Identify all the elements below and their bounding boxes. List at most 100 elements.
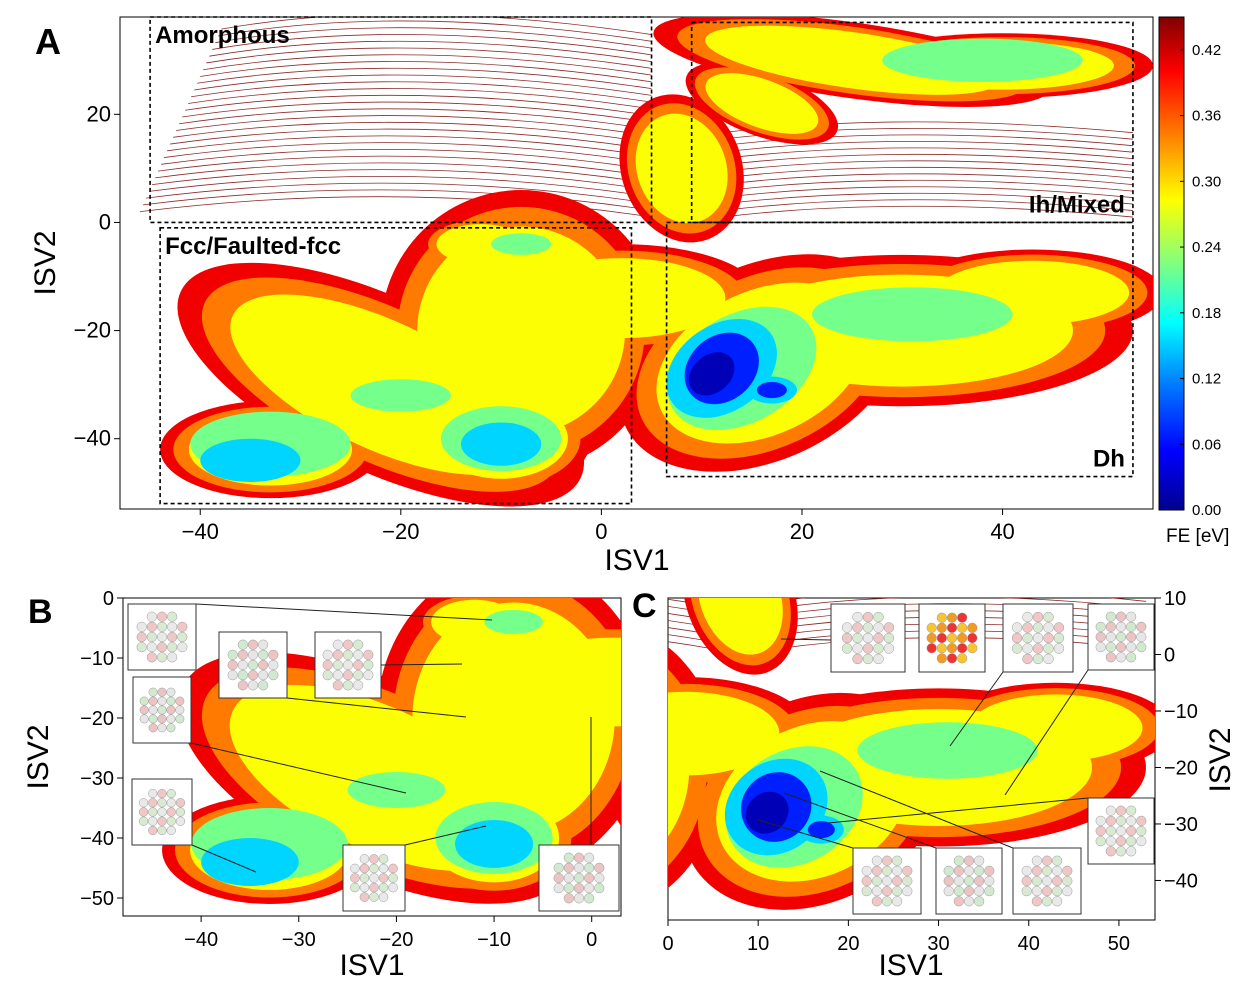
contour-line bbox=[721, 192, 1133, 205]
atom-icon bbox=[953, 855, 964, 866]
colorbar-tick-label: 0.24 bbox=[1192, 239, 1221, 256]
atom-icon bbox=[1115, 805, 1127, 816]
atom-icon bbox=[148, 714, 158, 724]
atom-icon bbox=[926, 643, 937, 654]
atom-icon bbox=[926, 632, 937, 644]
atom-icon bbox=[1043, 632, 1054, 644]
atom-icon bbox=[1136, 631, 1147, 643]
atom-icon bbox=[1053, 632, 1065, 644]
atom-icon bbox=[873, 643, 884, 654]
atom-icon bbox=[237, 649, 248, 660]
atom-icon bbox=[1053, 622, 1065, 633]
fe-level-region bbox=[431, 599, 518, 645]
atom-icon bbox=[1052, 896, 1063, 907]
atom-icon bbox=[1126, 642, 1137, 653]
contour-line bbox=[721, 166, 1133, 179]
atom-icon bbox=[1022, 611, 1033, 623]
atom-icon bbox=[1011, 632, 1023, 644]
atom-icon bbox=[1095, 631, 1106, 643]
contour-line bbox=[721, 186, 1133, 198]
fe-level-region bbox=[697, 598, 783, 655]
atom-icon bbox=[1126, 805, 1137, 816]
atom-icon bbox=[594, 883, 605, 894]
atom-icon bbox=[957, 622, 968, 633]
contour-line bbox=[152, 169, 652, 191]
y-tick-label: −10 bbox=[1164, 701, 1198, 723]
panel-a-surface bbox=[140, 17, 1153, 507]
atom-icon bbox=[1041, 886, 1053, 897]
atom-icon bbox=[157, 687, 167, 697]
colorbar-tick-label: 0.36 bbox=[1192, 108, 1221, 125]
atom-icon bbox=[227, 649, 238, 660]
atom-icon bbox=[157, 714, 167, 724]
x-tick-label: 0 bbox=[595, 519, 607, 544]
atom-icon bbox=[1021, 875, 1032, 887]
atom-icon bbox=[146, 631, 157, 643]
atom-icon bbox=[594, 872, 605, 884]
contour-line bbox=[209, 40, 652, 62]
atom-icon bbox=[936, 643, 947, 654]
atom-icon bbox=[563, 872, 574, 884]
atom-icon bbox=[157, 696, 167, 706]
atom-icon bbox=[388, 863, 398, 874]
atom-icon bbox=[881, 865, 893, 876]
fe-level-region bbox=[705, 73, 819, 134]
leader-line bbox=[1004, 669, 1089, 796]
atom-icon bbox=[156, 621, 168, 632]
atom-icon bbox=[1022, 653, 1033, 665]
atom-icon bbox=[138, 816, 149, 826]
atom-icon bbox=[1126, 846, 1137, 857]
atom-icon bbox=[166, 807, 176, 817]
atom-icon bbox=[943, 865, 954, 876]
contour-line bbox=[200, 61, 652, 83]
atom-icon bbox=[177, 621, 188, 632]
atom-icon bbox=[175, 705, 185, 715]
fe-level-region bbox=[882, 38, 1083, 82]
contour-line bbox=[185, 94, 652, 117]
atom-icon bbox=[553, 872, 564, 884]
atom-icon bbox=[1041, 875, 1053, 887]
atom-icon bbox=[862, 632, 874, 644]
y-tick-label: 0 bbox=[99, 209, 111, 234]
atom-icon bbox=[175, 816, 186, 826]
contour-line bbox=[158, 155, 652, 177]
contour-line bbox=[215, 27, 652, 49]
atom-icon bbox=[1032, 643, 1044, 654]
atom-icon bbox=[157, 705, 167, 715]
atom-icon bbox=[1126, 652, 1137, 663]
x-tick-label: 30 bbox=[927, 933, 949, 955]
contour-line bbox=[191, 81, 652, 103]
contour-line bbox=[182, 101, 652, 123]
atom-icon bbox=[573, 862, 585, 873]
contour-line bbox=[776, 598, 1147, 602]
x-tick-label: −10 bbox=[477, 929, 511, 951]
atom-icon bbox=[1105, 825, 1116, 837]
atom-icon bbox=[963, 896, 975, 907]
colorbar bbox=[1158, 16, 1185, 511]
atom-icon bbox=[1115, 846, 1127, 857]
atom-icon bbox=[902, 875, 913, 887]
atom-icon bbox=[166, 816, 176, 826]
atom-icon bbox=[1062, 875, 1073, 887]
atom-icon bbox=[156, 631, 168, 643]
atom-icon bbox=[350, 873, 360, 883]
panel-a-ylabel: ISV2 bbox=[29, 230, 62, 295]
atom-icon bbox=[156, 652, 168, 663]
atom-icon bbox=[148, 816, 158, 826]
atom-icon bbox=[166, 788, 176, 799]
atom-icon bbox=[1043, 643, 1054, 654]
atom-icon bbox=[166, 696, 176, 706]
atom-icon bbox=[1032, 622, 1044, 633]
atom-icon bbox=[953, 865, 964, 876]
contour-line bbox=[155, 162, 652, 184]
atom-icon bbox=[1105, 642, 1116, 653]
x-tick-label: −40 bbox=[182, 519, 219, 544]
atom-icon bbox=[974, 886, 985, 897]
y-tick-label: −20 bbox=[80, 708, 114, 730]
y-tick-label: −50 bbox=[80, 888, 114, 910]
contour-line bbox=[296, 515, 713, 536]
x-tick-label: −30 bbox=[282, 929, 316, 951]
atom-icon bbox=[943, 886, 954, 897]
atom-icon bbox=[1041, 855, 1053, 866]
atom-icon bbox=[342, 670, 354, 681]
